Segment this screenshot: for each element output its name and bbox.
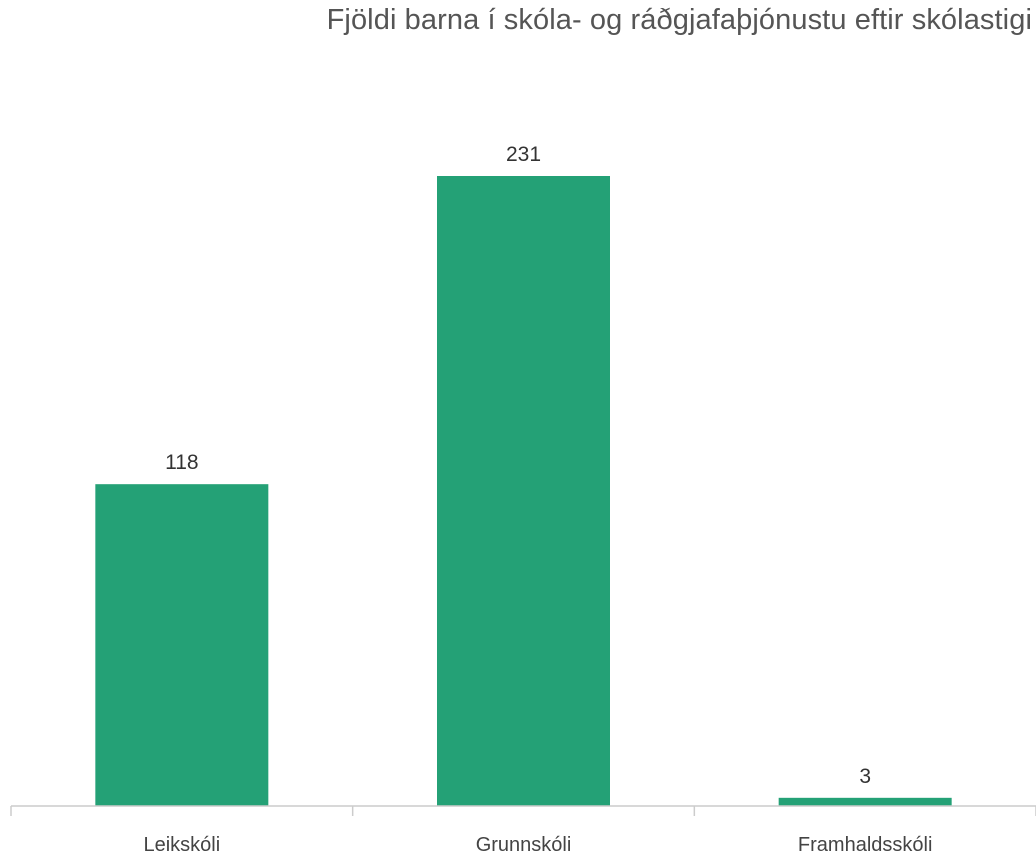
x-tick-labels-group: Leikskóli Grunnskóli Framhaldsskóli xyxy=(143,834,932,856)
bar-labels-group: 118 231 3 xyxy=(165,143,871,788)
bar-value-label-1: 231 xyxy=(506,143,541,166)
x-tick-label-0: Leikskóli xyxy=(143,834,220,856)
bar-0 xyxy=(95,484,269,806)
bars-group xyxy=(95,176,952,806)
bar-value-label-0: 118 xyxy=(165,451,198,474)
x-tick-label-2: Framhaldsskóli xyxy=(798,834,932,856)
bar-value-label-2: 3 xyxy=(859,765,871,788)
bar-1 xyxy=(437,176,610,806)
bar-2 xyxy=(778,797,952,806)
x-tick-label-1: Grunnskóli xyxy=(476,834,572,856)
chart-title: Fjöldi barna í skóla- og ráðgjafaþjónust… xyxy=(326,4,1032,36)
x-ticks-group xyxy=(10,806,1036,816)
